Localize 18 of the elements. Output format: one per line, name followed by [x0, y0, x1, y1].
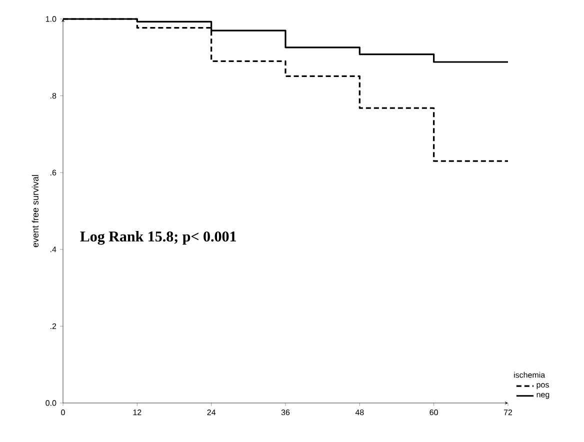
y-tick-label: .6	[50, 170, 56, 176]
x-tick-label: 24	[207, 410, 216, 416]
y-axis-title: event free survival	[32, 175, 38, 248]
legend-title: ischemia	[514, 372, 546, 378]
x-tick-label: 48	[355, 410, 364, 416]
y-tick-label: .2	[50, 323, 56, 329]
y-tick-label: 1.0	[46, 16, 56, 22]
legend-label: pos	[536, 383, 549, 390]
x-tick-label: 60	[430, 410, 438, 416]
y-tick-label: 0.0	[46, 400, 56, 406]
annotation: Log Rank 15.8; p< 0.001	[80, 231, 236, 245]
legend-label: neg	[536, 392, 550, 399]
y-tick-label: .4	[50, 246, 56, 252]
x-tick-label: 36	[281, 410, 290, 416]
x-tick-label: 12	[133, 410, 142, 416]
x-tick-label: 0	[61, 410, 65, 416]
x-tick-label: 72	[504, 410, 512, 416]
y-tick-label: .8	[50, 92, 56, 99]
